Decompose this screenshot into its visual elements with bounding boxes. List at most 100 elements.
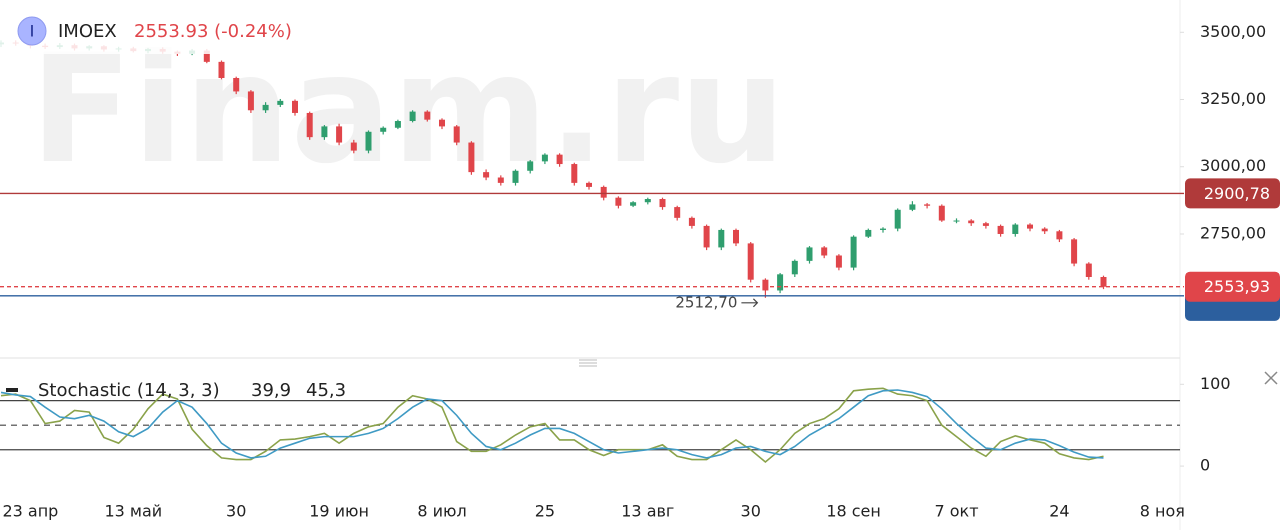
candle-body xyxy=(835,255,842,268)
candle-body xyxy=(453,126,460,143)
y-tick-label: 3500,00 xyxy=(1200,22,1266,41)
drag-handle[interactable] xyxy=(579,359,597,367)
candle-body xyxy=(1085,263,1092,278)
x-tick-label: 13 май xyxy=(104,502,162,521)
indicator-title: Stochastic (14, 3, 3) xyxy=(38,380,220,401)
candle-body xyxy=(924,204,931,206)
logo-letter: I xyxy=(30,22,35,41)
candle-body xyxy=(1041,228,1048,232)
candle-body xyxy=(777,274,784,291)
candle-body xyxy=(527,161,534,171)
candle-body xyxy=(497,177,504,183)
candle-body xyxy=(674,207,681,218)
candle-body xyxy=(733,229,739,244)
candle-body xyxy=(541,154,548,162)
candle-body xyxy=(982,223,989,226)
candle-body xyxy=(394,121,401,128)
logo xyxy=(17,16,47,46)
candle-body xyxy=(365,131,372,151)
candle-body xyxy=(556,154,563,165)
candle-body xyxy=(1012,224,1019,234)
y-tick-label: 3250,00 xyxy=(1200,89,1266,108)
candle-body xyxy=(1071,239,1078,264)
candle-body xyxy=(938,205,945,221)
x-tick-label: 23 апр xyxy=(2,502,58,521)
candle-body xyxy=(997,225,1004,234)
candle-body xyxy=(350,142,357,151)
candle-body xyxy=(865,229,872,237)
candle-body xyxy=(586,182,592,187)
candle-body xyxy=(306,112,313,138)
candle-body xyxy=(688,217,695,226)
candle-body xyxy=(644,199,651,203)
candle-body xyxy=(1056,231,1063,240)
x-tick-label: 25 xyxy=(535,502,555,521)
price-badge xyxy=(1185,271,1280,302)
candle-body xyxy=(762,279,769,291)
candle-body xyxy=(512,170,519,183)
price-badge-label: 2900,78 xyxy=(1204,184,1270,203)
close-button[interactable] xyxy=(1264,371,1278,385)
annotation-arrow xyxy=(741,298,759,308)
x-tick-label: 18 сен xyxy=(826,502,881,521)
candle-body xyxy=(468,142,475,173)
candle-body xyxy=(1100,277,1107,287)
candle-body xyxy=(615,197,622,206)
price-badge-label: 2553,93 xyxy=(1204,277,1270,296)
x-tick-label: 30 xyxy=(226,502,246,521)
candle-body xyxy=(747,243,754,280)
d-value: 45,3 xyxy=(306,380,346,401)
candle-body xyxy=(880,228,886,230)
candle-body xyxy=(321,126,328,138)
candle-body xyxy=(659,199,666,208)
candle-body xyxy=(336,126,343,143)
candle-body xyxy=(424,111,431,120)
price-change: 2553.93 (-0.24%) xyxy=(134,21,292,42)
candle-body xyxy=(600,186,607,198)
stochastic-line xyxy=(0,389,1104,459)
collapse-button[interactable] xyxy=(6,388,18,392)
candle-body xyxy=(439,119,445,127)
y-tick-label: 2750,00 xyxy=(1200,223,1266,242)
candle-body xyxy=(380,127,387,132)
candle-body xyxy=(821,247,828,256)
candle-body xyxy=(203,50,210,62)
candle-body xyxy=(571,164,578,183)
candle-body xyxy=(292,100,298,113)
candle-body xyxy=(894,209,901,229)
candle-body xyxy=(483,172,490,178)
candle-body xyxy=(218,61,225,78)
x-tick-label: 8 ноя xyxy=(1140,502,1185,521)
candle-body xyxy=(791,260,798,275)
x-tick-label: 19 июн xyxy=(309,502,369,521)
price-badge xyxy=(1185,178,1280,209)
y-tick-label: 0 xyxy=(1200,456,1210,475)
header-bg xyxy=(0,8,320,54)
x-tick-label: 8 июл xyxy=(417,502,466,521)
candle-body xyxy=(409,111,416,122)
candle-body xyxy=(953,220,960,222)
x-tick-label: 7 окт xyxy=(934,502,978,521)
k-value: 39,9 xyxy=(251,380,291,401)
x-tick-label: 30 xyxy=(741,502,761,521)
candle-body xyxy=(262,104,269,111)
candle-body xyxy=(247,91,254,111)
y-tick-label: 3000,00 xyxy=(1200,156,1266,175)
low-annotation: 2512,70 xyxy=(675,293,737,311)
candle-body xyxy=(630,202,637,206)
y-tick-label: 100 xyxy=(1200,374,1231,393)
candle-body xyxy=(968,220,975,224)
candle-body xyxy=(277,100,284,105)
candle-body xyxy=(233,77,240,92)
candle-body xyxy=(718,229,725,248)
ticker: IMOEX xyxy=(58,21,117,42)
stochastic-line xyxy=(0,387,1104,464)
x-tick-label: 13 авг xyxy=(621,502,674,521)
candle-body xyxy=(909,204,916,210)
candle-body xyxy=(850,236,857,268)
candle-body xyxy=(1027,224,1033,229)
candle-body xyxy=(703,225,710,248)
candle-body xyxy=(806,247,813,261)
